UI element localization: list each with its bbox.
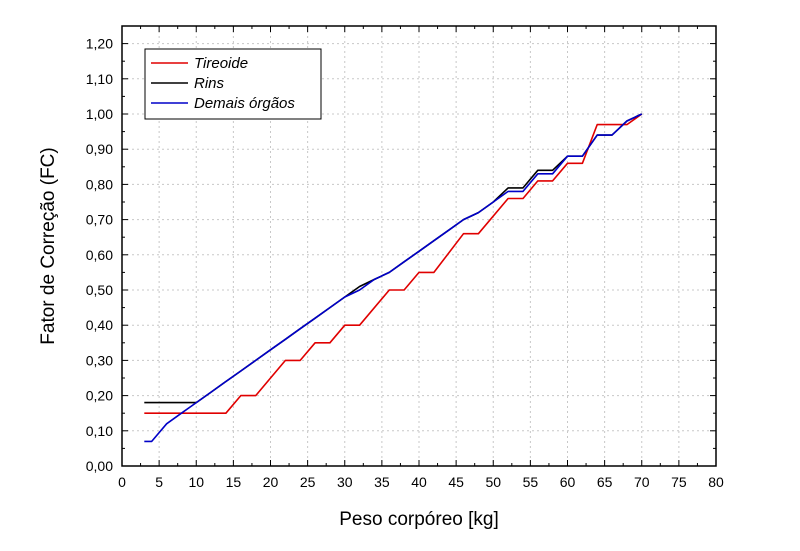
legend-box [144, 48, 322, 120]
legend-label: Demais órgãos [194, 95, 295, 112]
y-tick-label: 0,60 [86, 247, 113, 263]
x-tick-label: 70 [634, 474, 650, 490]
y-tick-label: 0,30 [86, 352, 113, 368]
x-tick-label: 45 [448, 474, 464, 490]
y-axis-title: Fator de Correção (FC) [38, 147, 59, 344]
y-tick-label: 0,80 [86, 176, 113, 192]
x-tick-label: 10 [188, 474, 204, 490]
x-tick-label: 30 [337, 474, 353, 490]
y-tick-label: 0,50 [86, 282, 113, 298]
legend-label: Rins [194, 75, 225, 92]
x-tick-label: 75 [671, 474, 687, 490]
series-layer [144, 113, 643, 443]
tick-layer: 0 5 10 15 20 25 30 35 40 45 50 55 60 65 70 75 80 0,00 0,10… [86, 26, 724, 490]
y-tick-label: 1,20 [86, 36, 113, 52]
x-tick-label: 15 [226, 474, 242, 490]
y-tick-label: 0,70 [86, 212, 113, 228]
x-tick-label: 55 [523, 474, 539, 490]
x-tick-label: 0 [118, 474, 126, 490]
x-tick-label: 40 [411, 474, 427, 490]
x-axis-title: Peso corpóreo [kg] [339, 509, 498, 530]
y-tick-label: 0,40 [86, 317, 113, 333]
grid-layer [122, 26, 716, 466]
series-line-0 [144, 113, 643, 415]
y-tick-label: 1,00 [86, 106, 113, 122]
y-tick-label: 0,20 [86, 388, 113, 404]
y-tick-label: 0,90 [86, 141, 113, 157]
x-tick-label: 35 [374, 474, 390, 490]
series-line-2 [144, 113, 643, 443]
x-tick-label: 80 [708, 474, 724, 490]
x-tick-label: 50 [485, 474, 501, 490]
y-tick-label: 1,10 [86, 71, 113, 87]
y-tick-label: 0,10 [86, 423, 113, 439]
x-tick-label: 20 [263, 474, 279, 490]
x-tick-label: 60 [560, 474, 576, 490]
x-tick-label: 65 [597, 474, 613, 490]
legend: Tireoide Rins Demais órgãos [144, 48, 322, 120]
x-tick-label: 5 [155, 474, 163, 490]
x-tick-label: 25 [300, 474, 316, 490]
y-tick-label: 0,00 [86, 458, 113, 474]
legend-label: Tireoide [194, 55, 248, 72]
